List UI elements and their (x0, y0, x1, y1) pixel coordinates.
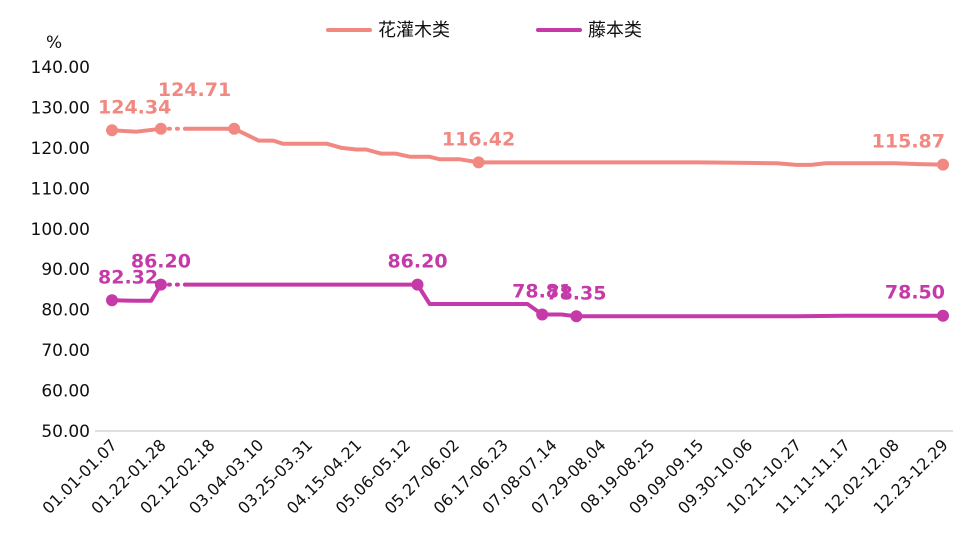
data-label: 124.71 (158, 79, 231, 101)
series-line (415, 282, 945, 319)
legend-label: 藤本类 (588, 20, 642, 41)
data-label: 78.50 (885, 282, 945, 304)
series-layer (106, 122, 949, 323)
data-point (570, 310, 583, 323)
data-label: 116.42 (442, 128, 515, 150)
data-point (154, 278, 167, 291)
data-label: 86.20 (131, 251, 191, 273)
data-point (154, 122, 167, 135)
y-tick-label: 70.00 (41, 341, 90, 361)
series-1 (106, 278, 949, 323)
y-tick-label: 90.00 (41, 260, 90, 280)
y-axis-unit: % (46, 33, 62, 53)
series-line (110, 126, 163, 134)
y-tick-label: 140.00 (31, 58, 90, 78)
data-point (106, 124, 118, 137)
y-tick-label: 130.00 (31, 98, 90, 118)
legend: 花灌木类 藤本类 (326, 20, 642, 41)
data-label: 115.87 (872, 131, 945, 153)
data-point (228, 122, 241, 135)
y-tick-label: 110.00 (31, 179, 90, 199)
y-tick-label: 80.00 (41, 301, 90, 321)
data-point (411, 278, 424, 291)
y-tick-label: 60.00 (41, 382, 90, 402)
y-axis-ticks: 50.00 60.00 70.00 80.00 90.00 100.00 110.00 120… (31, 58, 90, 442)
data-label: 82.32 (98, 266, 158, 288)
data-label: 78.35 (546, 282, 606, 304)
series-line (232, 126, 945, 167)
series-0 (106, 122, 949, 171)
y-tick-label: 120.00 (31, 139, 90, 159)
data-point (937, 158, 949, 171)
data-point (106, 294, 118, 307)
legend-label: 花灌木类 (378, 20, 450, 41)
x-axis-ticks: 01.01-01.0701.22-01.2802.12-02.1803.04-0… (39, 435, 952, 517)
data-point (536, 308, 549, 321)
data-label: 86.20 (387, 251, 447, 273)
y-tick-label: 50.00 (41, 422, 90, 442)
y-tick-label: 100.00 (31, 220, 90, 240)
data-point (937, 309, 949, 322)
series-line (110, 282, 163, 303)
data-point (472, 156, 485, 169)
data-label: 78.81 (512, 281, 572, 303)
data-label: 124.34 (98, 96, 171, 118)
